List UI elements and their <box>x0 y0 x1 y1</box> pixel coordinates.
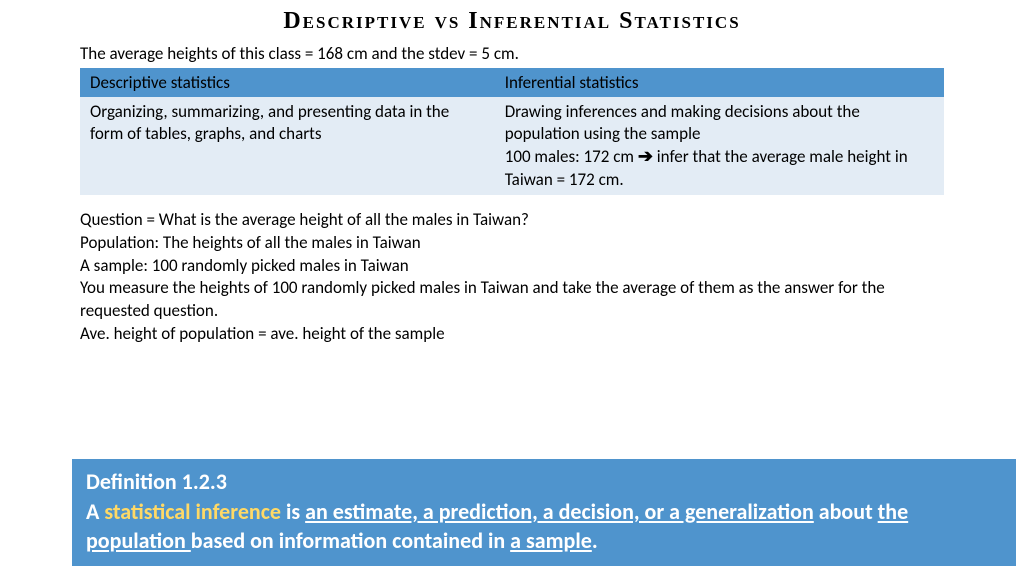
body-paragraph: Question = What is the average height of… <box>80 209 944 232</box>
definition-underline-3: a sample <box>510 527 592 554</box>
definition-prefix: A <box>86 498 104 525</box>
cell-inferential-line1: Drawing inferences and making decisions … <box>505 101 860 144</box>
definition-mid3: based on information contained in <box>191 527 510 554</box>
cell-descriptive: Organizing, summarizing, and presenting … <box>80 97 495 195</box>
body-paragraph: Population: The heights of all the males… <box>80 232 944 255</box>
definition-heading: Definition 1.2.3 <box>86 467 1002 497</box>
body-text-block: Question = What is the average height of… <box>80 209 944 347</box>
body-paragraph: You measure the heights of 100 randomly … <box>80 277 944 323</box>
cell-inferential: Drawing inferences and making decisions … <box>495 97 944 195</box>
page-title: Descriptive vs Inferential Statistics <box>0 0 1024 35</box>
arrow-icon: ➔ <box>638 145 653 167</box>
definition-box: Definition 1.2.3 A statistical inference… <box>72 459 1016 566</box>
intro-text: The average heights of this class = 168 … <box>80 43 1024 64</box>
definition-mid1: is <box>281 498 305 525</box>
definition-underline-1: an estimate, a prediction, a decision, o… <box>305 498 814 525</box>
cell-inferential-line2-prefix: 100 males: 172 cm <box>505 146 638 167</box>
comparison-table: Descriptive statistics Inferential stati… <box>80 68 944 195</box>
body-paragraph: Ave. height of population = ave. height … <box>80 323 944 346</box>
definition-suffix: . <box>592 527 598 554</box>
column-header-descriptive: Descriptive statistics <box>80 68 495 97</box>
table-body-row: Organizing, summarizing, and presenting … <box>80 97 944 195</box>
definition-highlight: statistical inference <box>104 498 281 525</box>
column-header-inferential: Inferential statistics <box>495 68 944 97</box>
body-paragraph: A sample: 100 randomly picked males in T… <box>80 255 944 278</box>
definition-mid2: about <box>814 498 878 525</box>
definition-body: A statistical inference is an estimate, … <box>86 497 1002 556</box>
table-header-row: Descriptive statistics Inferential stati… <box>80 68 944 97</box>
